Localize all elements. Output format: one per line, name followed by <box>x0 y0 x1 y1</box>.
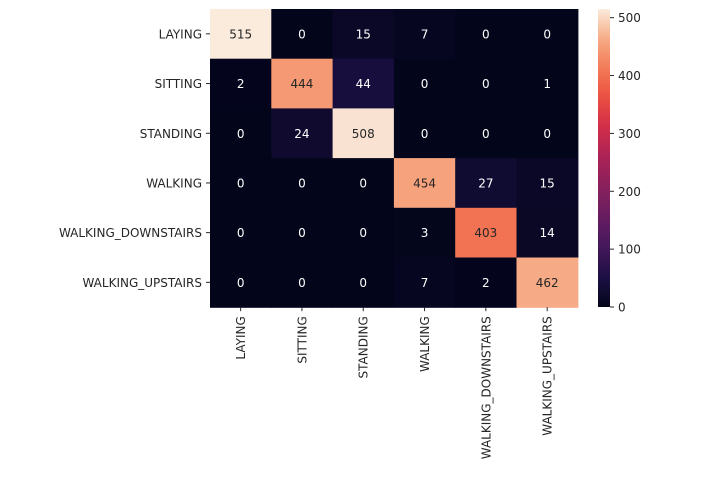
cell-value-label: 0 <box>482 127 490 141</box>
row-tick-label: LAYING <box>159 27 202 41</box>
row-tick-label: WALKING_DOWNSTAIRS <box>59 226 202 240</box>
cell-value-label: 7 <box>421 27 429 41</box>
row-tick-label: STANDING <box>140 127 202 141</box>
heatmap-cells <box>210 9 579 308</box>
row-tick-label: SITTING <box>155 77 202 91</box>
heatmap-cell <box>332 58 395 109</box>
cell-value-label: 515 <box>229 27 252 41</box>
column-tick-label: WALKING_UPSTAIRS <box>541 316 555 436</box>
heatmap-cell <box>516 158 579 209</box>
column-tick-labels: LAYING SITTING STANDING WALKING WALKING_DOWN… <box>234 307 555 459</box>
cell-value-label: 0 <box>359 176 367 190</box>
cell-value-label: 462 <box>536 276 559 290</box>
cell-value-label: 15 <box>540 176 555 190</box>
cell-value-label: 0 <box>298 27 306 41</box>
heatmap-cell <box>455 108 518 159</box>
colorbar-gradient <box>598 9 610 307</box>
cell-value-label: 0 <box>543 27 551 41</box>
heatmap-cell <box>332 207 395 259</box>
cell-value-label: 15 <box>356 27 371 41</box>
cell-value-label: 1 <box>543 77 551 91</box>
cell-value-label: 403 <box>474 226 497 240</box>
cell-value-label: 24 <box>294 127 309 141</box>
row-tick-label: WALKING <box>146 176 202 190</box>
heatmap-cell <box>516 58 579 109</box>
colorbar-tick-label: 400 <box>618 69 641 83</box>
cell-value-label: 0 <box>482 27 490 41</box>
heatmap-cell <box>393 58 456 109</box>
heatmap-cell <box>271 58 334 109</box>
cell-value-label: 0 <box>482 77 490 91</box>
heatmap-cell <box>393 158 456 209</box>
cell-value-label: 14 <box>540 226 555 240</box>
heatmap-cell <box>516 207 579 259</box>
heatmap-cell <box>332 108 395 159</box>
cell-value-label: 0 <box>543 127 551 141</box>
heatmap-cell <box>516 9 579 60</box>
heatmap-cell <box>455 58 518 109</box>
colorbar-tick-label: 200 <box>618 185 641 199</box>
cell-value-label: 454 <box>413 176 436 190</box>
heatmap-cell <box>210 158 272 209</box>
colorbar-tick-label: 500 <box>618 11 641 25</box>
cell-value-label: 27 <box>478 176 493 190</box>
heatmap-cell <box>210 257 272 308</box>
cell-value-label: 0 <box>359 276 367 290</box>
row-tick-labels: LAYING SITTING STANDING WALKING WALKING_DOWN… <box>59 27 210 290</box>
colorbar: 0 100 200 300 400 500 <box>598 9 641 315</box>
cell-value-label: 0 <box>421 77 429 91</box>
heatmap-cell <box>455 9 518 60</box>
cell-annotations: 515 0 15 7 0 02 444 44 0 0 10 24 508 0 0 00 0 0 454 27 150 0 0… <box>229 27 558 290</box>
column-tick-label: SITTING <box>295 316 309 363</box>
cell-value-label: 44 <box>356 77 371 91</box>
cell-value-label: 0 <box>421 127 429 141</box>
heatmap-cell <box>332 9 395 60</box>
heatmap-cell <box>516 257 579 308</box>
cell-value-label: 7 <box>421 276 429 290</box>
heatmap-cell <box>332 158 395 209</box>
cell-value-label: 0 <box>237 127 245 141</box>
cell-value-label: 3 <box>421 226 429 240</box>
heatmap-cell <box>516 108 579 159</box>
heatmap-cell <box>271 257 334 308</box>
heatmap-cell <box>455 207 518 259</box>
cell-value-label: 0 <box>298 176 306 190</box>
cell-value-label: 0 <box>298 226 306 240</box>
column-tick-label: WALKING_DOWNSTAIRS <box>479 316 493 459</box>
colorbar-tick-label: 0 <box>618 301 626 315</box>
column-tick-label: WALKING <box>418 316 432 372</box>
cell-value-label: 2 <box>237 77 245 91</box>
colorbar-tick-label: 100 <box>618 243 641 257</box>
cell-value-label: 0 <box>237 226 245 240</box>
cell-value-label: 0 <box>359 226 367 240</box>
heatmap-cell <box>271 9 334 60</box>
heatmap-cell <box>455 158 518 209</box>
cell-value-label: 0 <box>298 276 306 290</box>
heatmap-cell <box>271 158 334 209</box>
row-tick-label: WALKING_UPSTAIRS <box>82 276 202 290</box>
colorbar-tick-label: 300 <box>618 127 641 141</box>
cell-value-label: 444 <box>290 77 313 91</box>
heatmap-cell <box>210 108 272 159</box>
heatmap-cell <box>332 257 395 308</box>
column-tick-label: LAYING <box>234 316 248 359</box>
heatmap-cell <box>393 257 456 308</box>
cell-value-label: 0 <box>237 276 245 290</box>
heatmap-cell <box>393 207 456 259</box>
cell-value-label: 0 <box>237 176 245 190</box>
cell-value-label: 508 <box>352 127 375 141</box>
heatmap-cell <box>455 257 518 308</box>
heatmap-cell <box>210 207 272 259</box>
heatmap-cell <box>271 207 334 259</box>
heatmap-cell <box>210 58 272 109</box>
cell-value-label: 2 <box>482 276 490 290</box>
heatmap-cell <box>210 9 272 60</box>
heatmap-cell <box>271 108 334 159</box>
heatmap-cell <box>393 9 456 60</box>
heatmap-cell <box>393 108 456 159</box>
column-tick-label: STANDING <box>357 316 371 378</box>
